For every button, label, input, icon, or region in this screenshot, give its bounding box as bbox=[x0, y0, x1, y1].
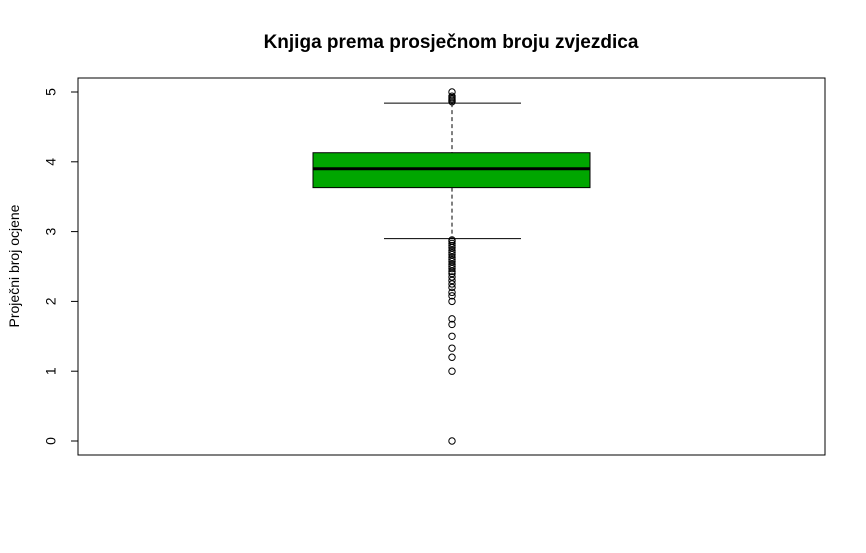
outlier-point bbox=[448, 283, 456, 292]
outlier-point bbox=[448, 239, 456, 248]
y-tick-label: 1 bbox=[43, 367, 59, 375]
chart-title: Knjiga prema prosječnom broju zvjezdica bbox=[264, 32, 639, 53]
outlier-point bbox=[448, 288, 456, 297]
outlier-point bbox=[448, 246, 456, 255]
outlier-point bbox=[448, 267, 456, 276]
outlier-point bbox=[448, 262, 456, 271]
outlier-point bbox=[448, 437, 456, 445]
outlier-point bbox=[448, 353, 456, 361]
y-tick-label: 4 bbox=[43, 158, 59, 166]
outlier-point bbox=[448, 248, 456, 257]
outlier-point bbox=[448, 241, 456, 250]
outlier-point bbox=[448, 92, 456, 100]
y-tick-label: 0 bbox=[43, 437, 59, 445]
outlier-point bbox=[448, 276, 456, 285]
outlier-point bbox=[448, 257, 456, 266]
outlier-point bbox=[448, 332, 456, 340]
outlier-point bbox=[448, 367, 456, 375]
outlier-point bbox=[448, 236, 456, 244]
outlier-point bbox=[448, 344, 456, 352]
outlier-point bbox=[448, 297, 456, 306]
y-tick-label: 3 bbox=[43, 227, 59, 235]
outlier-point bbox=[448, 320, 456, 329]
outlier-point bbox=[448, 88, 456, 96]
outlier-point bbox=[448, 264, 456, 273]
outlier-point bbox=[448, 269, 456, 278]
outlier-point bbox=[448, 315, 456, 323]
outlier-point bbox=[448, 255, 456, 264]
y-axis: 0 1 2 3 4 5 bbox=[43, 88, 78, 445]
outlier-point bbox=[448, 253, 456, 262]
box-group bbox=[312, 102, 591, 240]
outlier-point bbox=[448, 273, 456, 281]
outlier-point bbox=[448, 280, 456, 288]
y-tick-label: 2 bbox=[43, 297, 59, 305]
y-tick-label: 5 bbox=[43, 88, 59, 96]
outlier-points bbox=[448, 88, 456, 445]
outlier-point bbox=[448, 260, 456, 269]
outlier-point bbox=[448, 292, 456, 300]
outlier-point bbox=[448, 250, 456, 259]
y-axis-label: Proječni broj ocjene bbox=[6, 204, 22, 327]
